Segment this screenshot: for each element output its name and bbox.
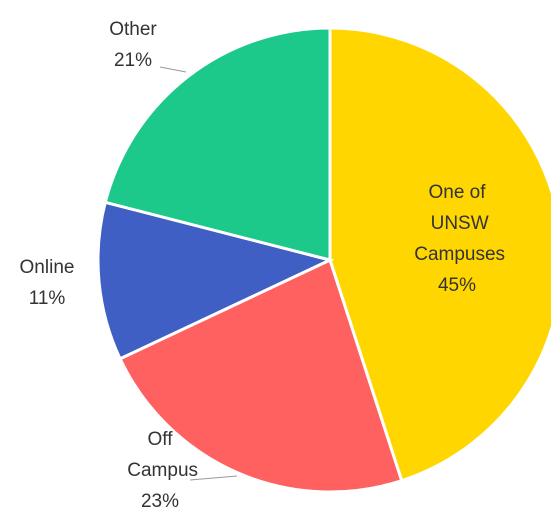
pie-slice: [96, 200, 335, 361]
slice-label: Off Campus: [122, 429, 198, 481]
pie-slice: [328, 26, 551, 483]
leader-line: [189, 475, 238, 481]
label-line: Campus: [122, 460, 198, 481]
label-line: UNSW: [425, 213, 488, 234]
slice-value-label: 23%: [141, 491, 179, 512]
pie-slice: [118, 257, 404, 494]
label-line: Campuses: [409, 244, 505, 265]
slice-label: Online: [20, 257, 75, 278]
label-line: Off: [148, 429, 174, 450]
slice-value-label: 45%: [438, 275, 476, 296]
slice-label: One of UNSW Campuses: [409, 182, 505, 265]
label-line: Other: [109, 19, 157, 40]
slice-value-label: 11%: [29, 288, 66, 309]
pie-slice: [103, 26, 332, 262]
slice-value-label: 21%: [114, 50, 152, 71]
slice-label: Other: [109, 19, 157, 40]
label-line: One of: [428, 182, 486, 203]
leader-line: [159, 66, 187, 73]
label-line: Online: [20, 257, 75, 278]
